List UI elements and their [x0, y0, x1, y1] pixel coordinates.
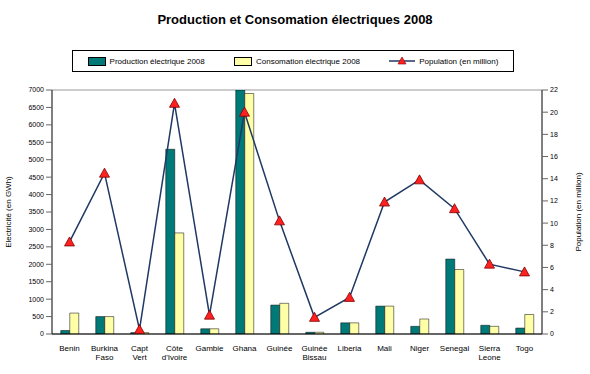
svg-text:1000: 1000 [28, 296, 44, 303]
svg-text:Ghana: Ghana [232, 344, 257, 353]
svg-text:12: 12 [550, 197, 558, 204]
svg-text:22: 22 [550, 86, 558, 93]
svg-text:20: 20 [550, 109, 558, 116]
svg-text:14: 14 [550, 175, 558, 182]
svg-text:2000: 2000 [28, 261, 44, 268]
svg-text:6500: 6500 [28, 104, 44, 111]
svg-text:Gambie: Gambie [195, 344, 224, 353]
svg-text:Mali: Mali [377, 344, 392, 353]
svg-text:3500: 3500 [28, 208, 44, 215]
svg-text:SierraLeone: SierraLeone [478, 344, 501, 362]
svg-text:1500: 1500 [28, 278, 44, 285]
svg-text:4: 4 [550, 286, 554, 293]
svg-text:6000: 6000 [28, 121, 44, 128]
svg-text:Togo: Togo [516, 344, 534, 353]
svg-text:Electricité (en GWh): Electricité (en GWh) [8, 176, 13, 248]
svg-text:8: 8 [550, 242, 554, 249]
svg-text:5000: 5000 [28, 156, 44, 163]
svg-text:Guinée: Guinée [267, 344, 293, 353]
svg-text:18: 18 [550, 131, 558, 138]
svg-text:4500: 4500 [28, 174, 44, 181]
svg-text:2: 2 [550, 308, 554, 315]
svg-text:0: 0 [40, 330, 44, 337]
svg-text:3000: 3000 [28, 226, 44, 233]
svg-text:2500: 2500 [28, 243, 44, 250]
svg-text:500: 500 [32, 313, 44, 320]
svg-text:0: 0 [550, 330, 554, 337]
svg-text:Côted'Ivoire: Côted'Ivoire [162, 344, 188, 362]
html-text:Consomation électrique 2008: Consomation électrique 2008 [256, 56, 360, 66]
svg-text:10: 10 [550, 220, 558, 227]
svg-text:5500: 5500 [28, 139, 44, 146]
html-text:Production et Consomation élec: Production et Consomation électriques 20… [157, 12, 433, 27]
svg-text:4000: 4000 [28, 191, 44, 198]
html-text:Population (en million): Population (en million) [419, 56, 499, 66]
svg-text:16: 16 [550, 153, 558, 160]
svg-text:Senegal: Senegal [440, 344, 470, 353]
svg-text:Liberia: Liberia [337, 344, 362, 353]
svg-text:6: 6 [550, 264, 554, 271]
html-text:Production électrique 2008: Production électrique 2008 [109, 56, 205, 66]
svg-text:GuinéeBissau: GuinéeBissau [302, 344, 328, 362]
svg-text:BurkinaFaso: BurkinaFaso [91, 344, 119, 362]
svg-text:7000: 7000 [28, 86, 44, 93]
svg-text:Benin: Benin [59, 344, 79, 353]
svg-text:CaptVert: CaptVert [131, 344, 149, 362]
svg-text:Niger: Niger [410, 344, 429, 353]
svg-text:Population (en million): Population (en million) [574, 172, 582, 251]
